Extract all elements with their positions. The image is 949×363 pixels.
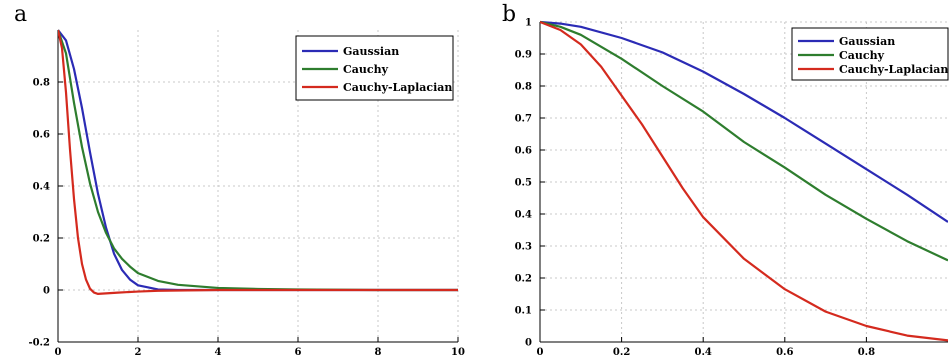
y-tick-label: 0.9 [515,50,532,61]
y-tick-label: 0.8 [515,82,532,93]
series-line-cauchy-laplacian [58,29,458,295]
y-tick-label: 0.6 [33,130,50,141]
x-tick-label: 0.2 [613,347,630,358]
series-line-gaussian [540,20,948,223]
y-tick-label: 0.2 [33,234,50,245]
x-tick-label: 8 [375,347,382,358]
legend-label-cauchy-laplacian: Cauchy-Laplacian [343,81,452,94]
legend-label-gaussian: Gaussian [839,35,895,48]
legend-label-cauchy: Cauchy [343,63,389,76]
y-tick-label: 0.2 [515,274,532,285]
legend-label-cauchy-laplacian: Cauchy-Laplacian [839,63,948,76]
x-tick-label: 0.4 [694,347,711,358]
x-tick-label: 2 [135,347,142,358]
chart-a-group: 0 2 4 6 8 10 -0.2 0 0.2 0.4 0.6 0.8 Gaussian Cauchy Ca… [28,29,465,358]
x-tick-label: 0 [537,347,544,358]
x-tick-label: 0.6 [776,347,793,358]
x-tick-label: 0 [55,347,62,358]
y-tick-label: 0.3 [515,242,532,253]
panel-label-a: a [14,2,28,27]
x-tick-label: 10 [451,347,465,358]
series-line-cauchy-laplacian [540,20,948,342]
x-tick-label: 0.8 [858,347,875,358]
legend-label-gaussian: Gaussian [343,45,399,58]
y-tick-label: 0 [525,338,532,349]
y-tick-label: -0.2 [28,338,50,349]
y-tick-label: 0.1 [515,306,532,317]
y-tick-label: 1 [525,18,532,29]
series-line-cauchy [540,20,948,262]
legend-label-cauchy: Cauchy [839,49,885,62]
y-tick-label: 0 [43,286,50,297]
y-tick-label: 0.8 [33,78,50,89]
panel-label-b: b [502,2,517,27]
x-tick-label: 4 [215,347,222,358]
y-tick-label: 0.4 [33,182,50,193]
y-tick-label: 0.4 [515,210,532,221]
x-tick-label: 6 [295,347,302,358]
y-tick-label: 0.5 [515,178,532,189]
chart-b-group: 0 0.2 0.4 0.6 0.8 0 0.1 0.2 0.3 0.4 0.5 0.6 0.7 0.8 0.… [515,18,949,358]
y-tick-label: 0.6 [515,146,532,157]
y-tick-label: 0.7 [515,114,532,125]
